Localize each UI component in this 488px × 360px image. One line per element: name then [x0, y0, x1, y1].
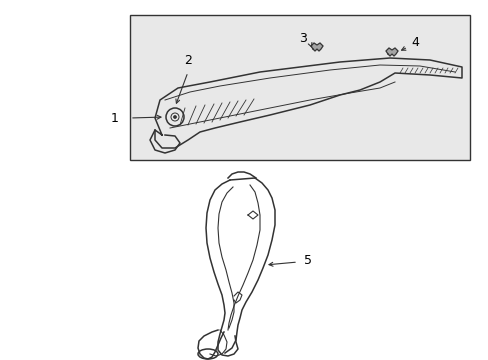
Bar [130, 15, 469, 160]
Polygon shape [385, 48, 397, 56]
Text: 2: 2 [183, 54, 192, 67]
Text: 5: 5 [304, 253, 311, 266]
Text: 1: 1 [111, 112, 119, 125]
Text: 4: 4 [410, 36, 418, 49]
Circle shape [173, 116, 176, 118]
Text: 3: 3 [299, 32, 306, 45]
Polygon shape [310, 43, 323, 51]
